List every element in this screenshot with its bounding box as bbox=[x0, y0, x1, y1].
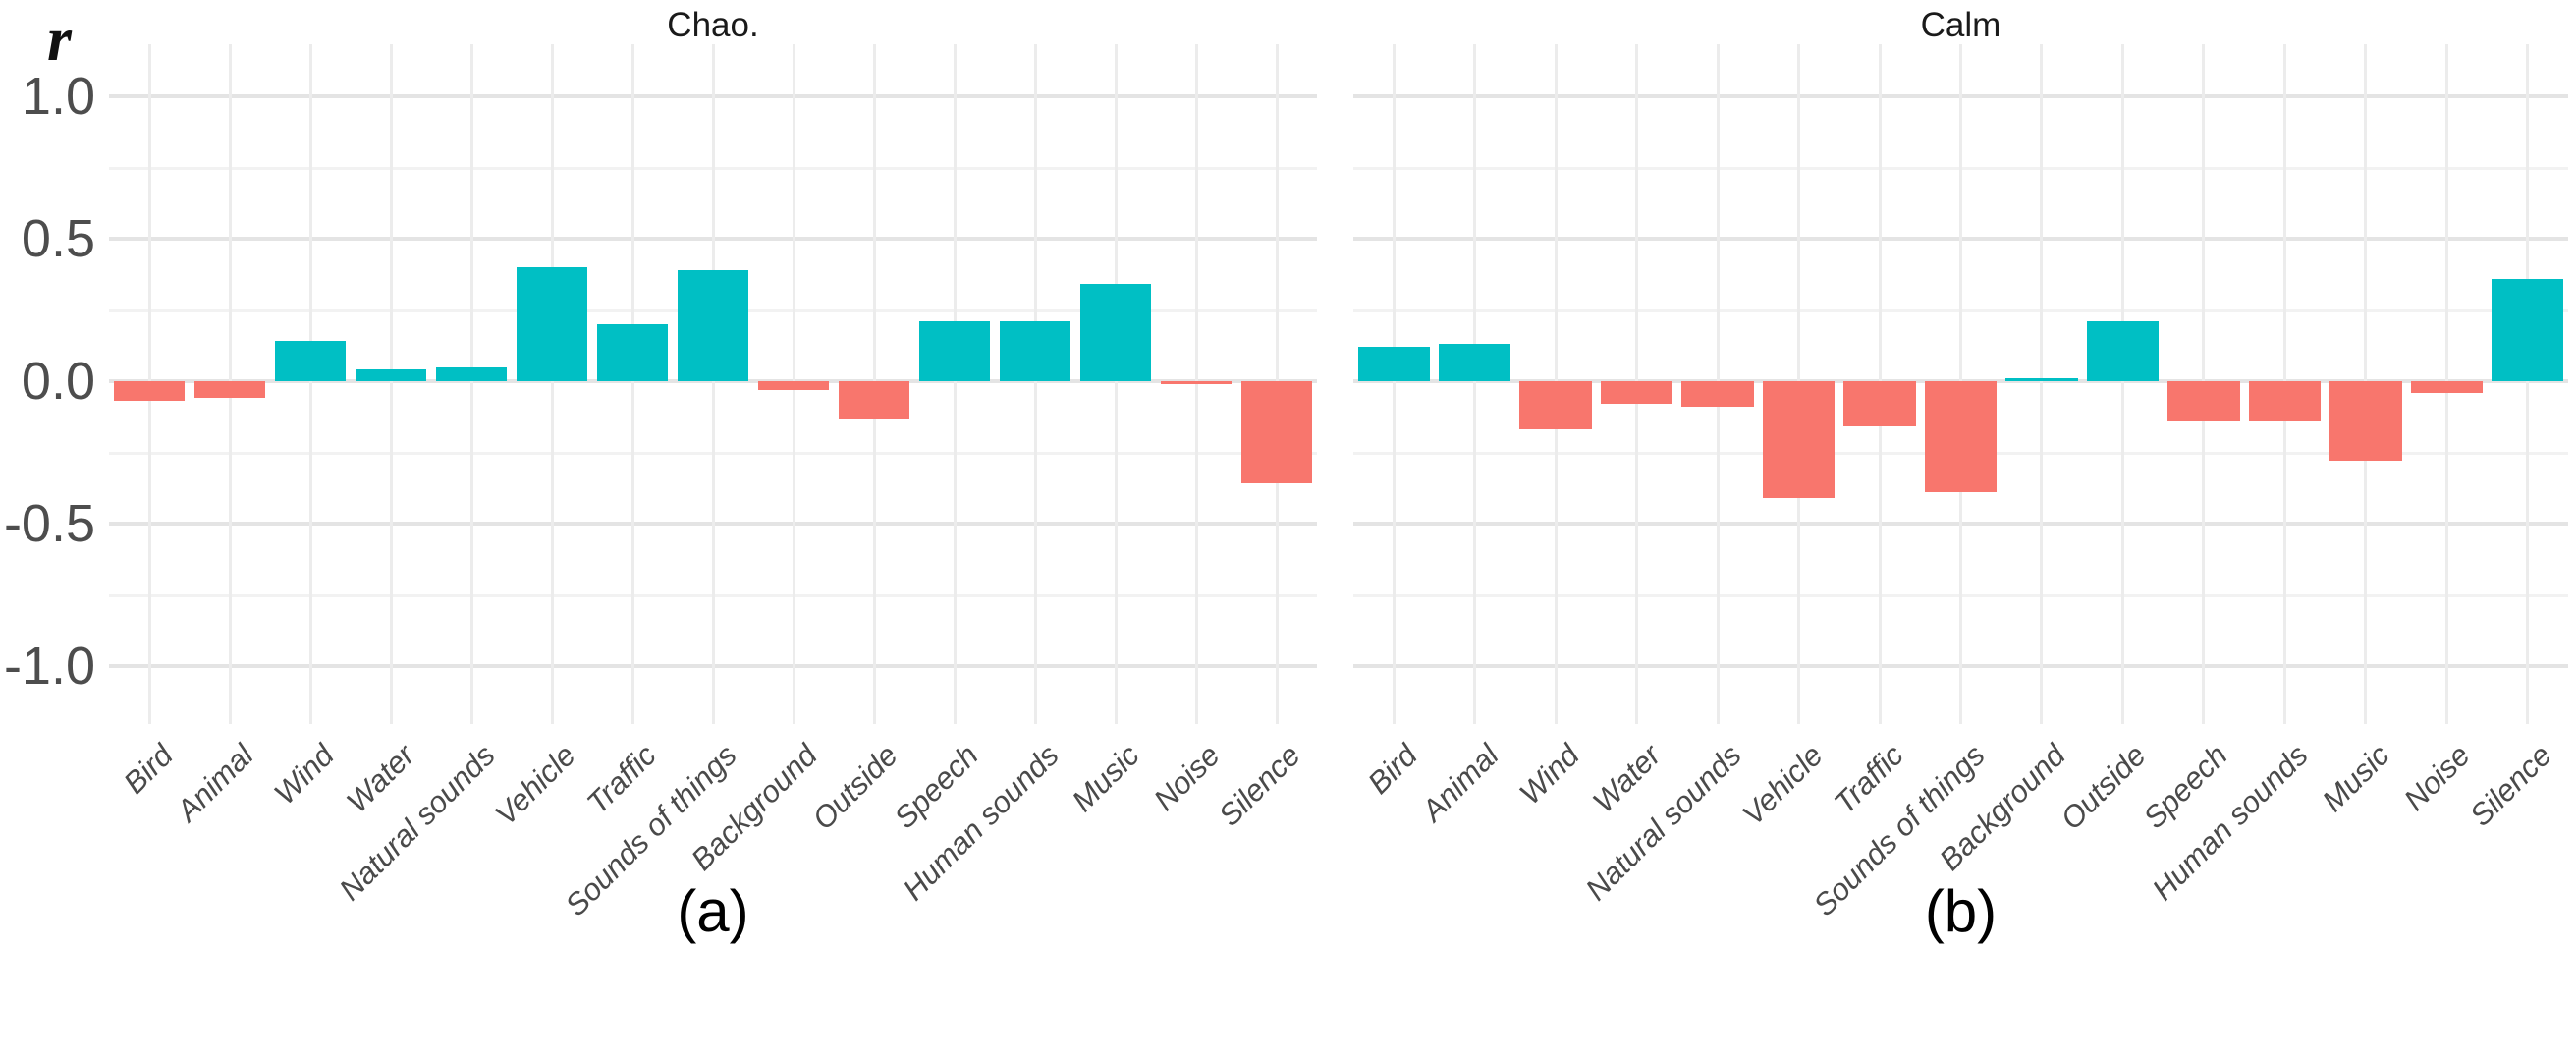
plot-area-calm: Bird Animal Wind Water Natural sounds Vehicle… bbox=[1353, 44, 2568, 922]
y-axis-label: r bbox=[47, 4, 72, 74]
gridline-vertical bbox=[2040, 44, 2044, 724]
bar-bird bbox=[1357, 347, 1430, 381]
gridline-vertical bbox=[630, 44, 634, 724]
plot-area-chaotic: Bird Animal Wind Water Natural sounds Vehicle… bbox=[109, 44, 1317, 922]
figure: r 1.0 0.5 0.0 -0.5 -1.0 Chao. Bird Animal Wind… bbox=[3, 0, 2568, 954]
gridline-vertical bbox=[1473, 44, 1477, 724]
bar-speech bbox=[2167, 381, 2240, 421]
bar-sounds-of-things bbox=[677, 269, 749, 381]
bar-silence bbox=[2492, 278, 2564, 381]
bar-background bbox=[2005, 378, 2078, 381]
bar-human-sounds bbox=[2248, 381, 2322, 421]
bar-outside bbox=[838, 381, 910, 419]
bar-music bbox=[2329, 381, 2402, 462]
y-tick-label: -1.0 bbox=[3, 637, 95, 696]
gridline-vertical bbox=[953, 44, 957, 724]
bar-traffic bbox=[596, 324, 669, 381]
gridline-vertical bbox=[1114, 44, 1118, 724]
bar-bird bbox=[113, 381, 186, 402]
gridline-vertical bbox=[711, 44, 715, 724]
panel-calm-title: Calm bbox=[1920, 6, 2001, 44]
panel-chaotic-caption: (a) bbox=[677, 878, 749, 944]
y-tick-label: 0.5 bbox=[21, 209, 95, 268]
y-tick-label: 1.0 bbox=[21, 67, 95, 126]
gridline-vertical bbox=[1033, 44, 1037, 724]
bar-speech bbox=[918, 321, 991, 381]
gridline-vertical bbox=[1194, 44, 1198, 724]
gridline-vertical bbox=[469, 44, 473, 724]
bar-animal bbox=[193, 381, 266, 399]
bar-background bbox=[757, 381, 830, 390]
bar-wind bbox=[274, 341, 347, 381]
bar-vehicle bbox=[516, 267, 588, 381]
panel-chaotic-title: Chao. bbox=[667, 6, 759, 44]
bar-water bbox=[355, 369, 427, 381]
bar-animal bbox=[1439, 344, 1511, 381]
gridline-vertical bbox=[2120, 44, 2124, 724]
gridline-vertical bbox=[308, 44, 312, 724]
bar-sounds-of-things bbox=[1924, 381, 1998, 493]
bar-silence bbox=[1240, 381, 1313, 484]
bar-human-sounds bbox=[999, 321, 1071, 381]
bar-noise bbox=[1160, 381, 1233, 384]
bar-traffic bbox=[1843, 381, 1916, 427]
bar-wind bbox=[1519, 381, 1592, 430]
panel-calm: Calm Bird Animal Wind Water Natural sounds Ve… bbox=[1353, 0, 2568, 954]
y-tick-label: -0.5 bbox=[3, 494, 95, 553]
bar-music bbox=[1079, 284, 1152, 381]
gridline-vertical bbox=[1392, 44, 1396, 724]
bar-natural-sounds bbox=[1681, 381, 1754, 408]
bar-water bbox=[1600, 381, 1673, 405]
bar-vehicle bbox=[1762, 381, 1836, 498]
gridline-vertical bbox=[389, 44, 393, 724]
y-tick-label: 0.0 bbox=[21, 352, 95, 411]
bar-noise bbox=[2410, 381, 2483, 393]
bar-natural-sounds bbox=[435, 366, 508, 381]
bar-outside bbox=[2086, 321, 2160, 381]
panel-chaotic: Chao. Bird Animal Wind Water Natural sounds V… bbox=[109, 0, 1317, 954]
panel-calm-caption: (b) bbox=[1924, 878, 1998, 944]
gridline-vertical bbox=[2526, 44, 2530, 724]
gridline-vertical bbox=[550, 44, 554, 724]
